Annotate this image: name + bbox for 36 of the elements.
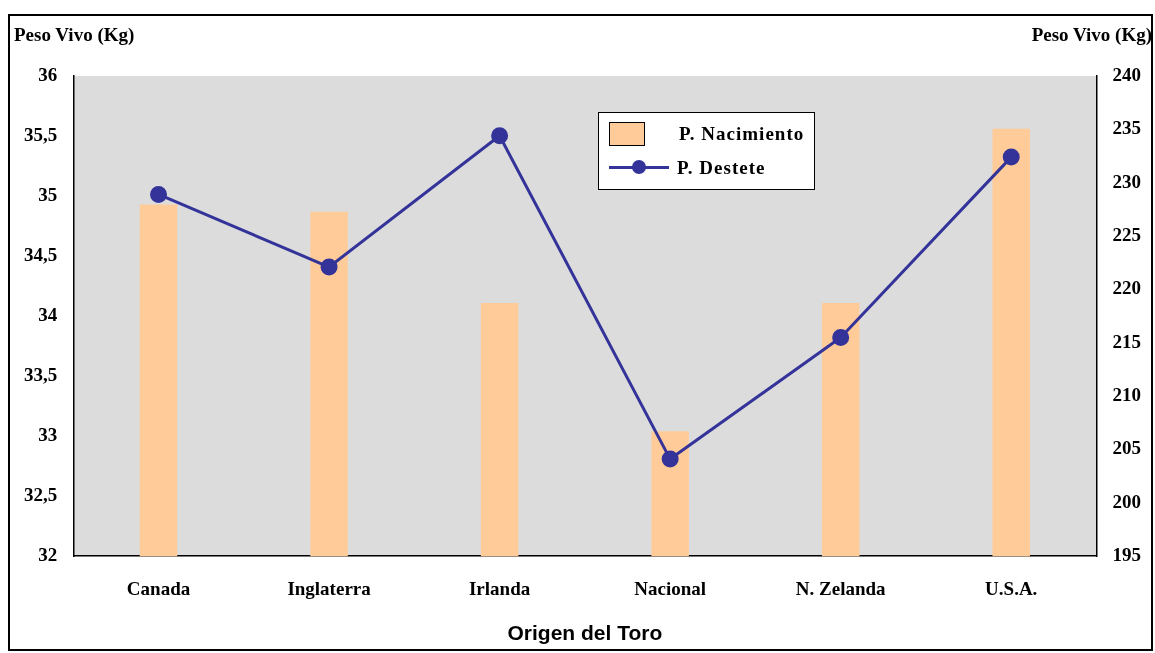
y2-tick-label: 230 (1112, 170, 1141, 192)
x-tick-label: U.S.A. (985, 577, 1038, 599)
legend-label: P. Destete (677, 157, 766, 179)
point (1002, 148, 1020, 166)
x-tick-label: Canada (126, 577, 191, 599)
y-tick-label: 34,5 (24, 243, 58, 265)
y-tick-label: 35 (38, 183, 58, 205)
y2-tick-label: 225 (1112, 223, 1141, 245)
y-tick-label: 32 (38, 544, 58, 566)
legend-label: P. Nacimiento (679, 123, 805, 145)
y2-tick-label: 205 (1112, 437, 1141, 459)
y2-tick-label: 195 (1112, 544, 1141, 566)
y2-tick-label: 210 (1112, 384, 1141, 406)
y-tick-label: 33 (38, 424, 58, 446)
point (491, 127, 509, 145)
y2-tick-label: 215 (1112, 330, 1141, 352)
point (150, 185, 168, 203)
y-tick-label: 33,5 (24, 364, 58, 386)
point (320, 258, 338, 276)
x-tick-label: Nacional (634, 577, 707, 599)
y2-tick-label: 240 (1112, 63, 1141, 85)
x-tick-label: N. Zelanda (795, 577, 887, 599)
y-tick-label: 36 (38, 63, 58, 85)
y2-tick-label: 200 (1112, 490, 1141, 512)
point (832, 328, 850, 346)
y-tick-label: 35,5 (24, 123, 58, 145)
point (661, 450, 679, 468)
x-tick-label: Irlanda (468, 577, 531, 599)
y2-tick-label: 235 (1112, 117, 1141, 139)
y2-axis-title: Peso Vivo (Kg) (1031, 23, 1152, 46)
y-tick-label: 32,5 (24, 484, 58, 506)
y2-tick-label: 220 (1112, 277, 1141, 299)
x-tick-label: Inglaterra (287, 577, 372, 599)
y-tick-label: 34 (38, 304, 58, 326)
x-axis-title: Origen del Toro (507, 620, 663, 644)
y-axis-title: Peso Vivo (Kg) (14, 23, 135, 46)
